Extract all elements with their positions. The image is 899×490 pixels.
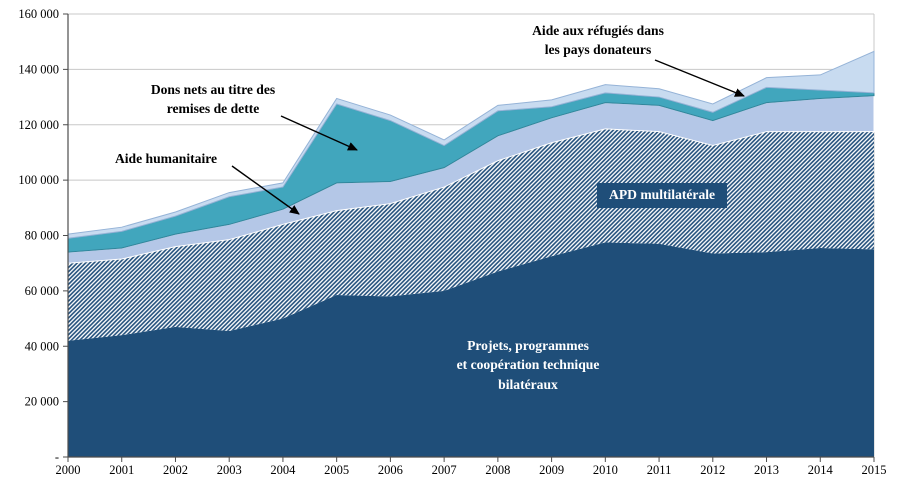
label-bilateral-line1: Projets, programmes [467,338,589,353]
svg-text:2003: 2003 [217,463,242,477]
annotation-humanitaire: Aide humanitaire [96,149,236,168]
svg-text:2001: 2001 [109,463,134,477]
svg-text:2006: 2006 [378,463,403,477]
label-bilateral-line3: bilatéraux [498,376,558,392]
svg-text:140 000: 140 000 [18,62,59,76]
label-bilateral-line2: et coopération technique [456,357,600,373]
svg-text:2011: 2011 [647,463,672,477]
svg-text:2009: 2009 [539,463,564,477]
svg-text:60 000: 60 000 [25,284,59,298]
svg-text:2000: 2000 [56,463,81,477]
label-apd-multilaterale: APD multilatérale [597,183,728,208]
label-bilateral: Projets, programmes et coopération techn… [405,336,651,394]
annotation-refugies-line1: Aide aux réfugiés dans [532,23,664,38]
annotation-humanitaire-label: Aide humanitaire [114,151,218,166]
annotation-refugies: Aide aux réfugiés dans les pays donateur… [500,21,696,60]
svg-text:160 000: 160 000 [18,7,59,21]
annotation-dette: Dons nets au titre des remises de dette [118,80,308,119]
svg-text:80 000: 80 000 [25,229,59,243]
annotation-dette-line2: remises de dette [166,101,260,117]
svg-text:2010: 2010 [593,463,618,477]
svg-text:2015: 2015 [862,463,887,477]
svg-text:-: - [55,450,59,464]
svg-text:2002: 2002 [163,463,188,477]
svg-text:2014: 2014 [808,463,834,477]
svg-text:2013: 2013 [754,463,779,477]
svg-text:2005: 2005 [324,463,349,477]
svg-text:40 000: 40 000 [25,339,59,353]
svg-text:2012: 2012 [700,463,725,477]
svg-text:2008: 2008 [485,463,510,477]
svg-text:2007: 2007 [432,463,457,477]
svg-text:20 000: 20 000 [25,395,59,409]
svg-text:120 000: 120 000 [18,118,59,132]
svg-text:2004: 2004 [270,463,296,477]
annotation-dette-line1: Dons nets au titre des [150,82,276,97]
svg-text:100 000: 100 000 [18,173,59,187]
annotation-refugies-line2: les pays donateurs [544,42,652,58]
